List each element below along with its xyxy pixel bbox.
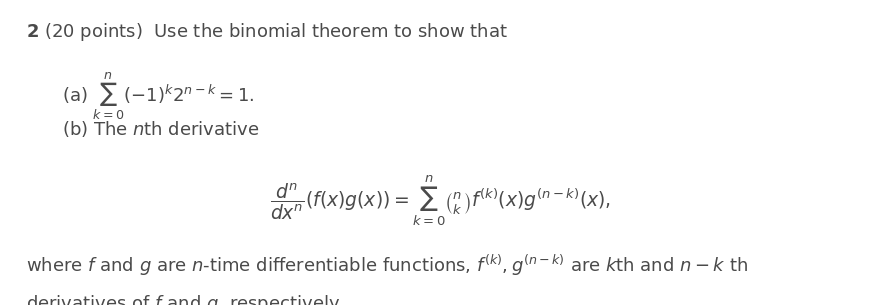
Text: $\mathbf{2}$ (20 points)  Use the binomial theorem to show that: $\mathbf{2}$ (20 points) Use the binomia…: [26, 21, 508, 43]
Text: $\dfrac{d^n}{dx^n}(f(x)g(x)) = \sum_{k=0}^{n} \binom{n}{k} f^{(k)}(x)g^{(n-k)}(x: $\dfrac{d^n}{dx^n}(f(x)g(x)) = \sum_{k=0…: [271, 174, 611, 228]
Text: (b) The $n$th derivative: (b) The $n$th derivative: [62, 119, 259, 139]
Text: (a) $\sum_{k=0}^{n}(-1)^k 2^{n-k} = 1.$: (a) $\sum_{k=0}^{n}(-1)^k 2^{n-k} = 1.$: [62, 70, 254, 122]
Text: where $f$ and $g$ are $n$-time differentiable functions, $f^{(k)}, g^{(n-k)}$ ar: where $f$ and $g$ are $n$-time different…: [26, 253, 749, 278]
Text: derivatives of $f$ and $g$, respectively.: derivatives of $f$ and $g$, respectively…: [26, 293, 345, 305]
